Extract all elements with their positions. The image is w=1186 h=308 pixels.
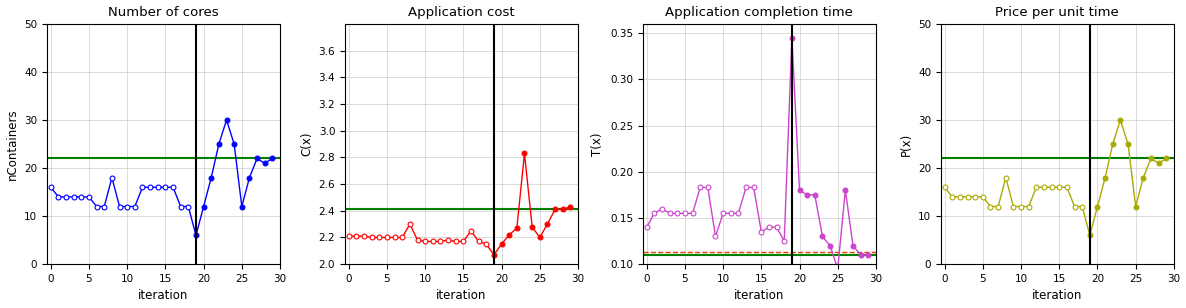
Title: Number of cores: Number of cores [108,6,218,18]
Y-axis label: C(x): C(x) [300,132,313,156]
Y-axis label: T(x): T(x) [592,132,605,156]
X-axis label: iteration: iteration [734,290,785,302]
Y-axis label: nContainers: nContainers [6,108,19,180]
X-axis label: iteration: iteration [1032,290,1083,302]
X-axis label: iteration: iteration [436,290,486,302]
Title: Application completion time: Application completion time [665,6,854,18]
X-axis label: iteration: iteration [139,290,189,302]
Title: Application cost: Application cost [408,6,515,18]
Y-axis label: P(x): P(x) [899,132,912,156]
Title: Price per unit time: Price per unit time [995,6,1120,18]
